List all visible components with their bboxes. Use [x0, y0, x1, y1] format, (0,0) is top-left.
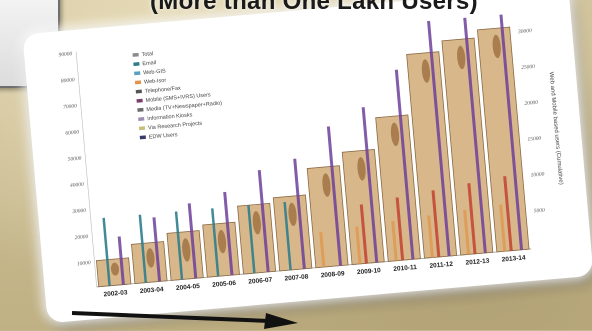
- series-line: [152, 217, 162, 282]
- headline-text: (More than One Lakh Users): [150, 0, 478, 15]
- legend-label: Via Research Projects: [148, 121, 203, 132]
- bar-figure: [288, 202, 297, 227]
- series-line: [257, 169, 270, 273]
- legend-label: Information Kiosks: [147, 112, 193, 122]
- series-line: [467, 183, 477, 254]
- y2-tick-label: 30000: [517, 28, 532, 35]
- x-tick-label: 2003-04: [140, 286, 165, 295]
- series-line: [174, 211, 184, 280]
- bar-chart: 10000 20000 30000 40000 50000 60000 70000 80000…: [58, 14, 564, 298]
- x-tick-label: 2004-05: [176, 283, 201, 292]
- series-line: [427, 215, 434, 258]
- series-line: [427, 20, 451, 257]
- bar-figure: [421, 59, 431, 83]
- y-tick-label: 20000: [74, 234, 88, 241]
- x-tick-label: 2006-07: [248, 277, 273, 286]
- series-line: [431, 190, 441, 258]
- series-line: [210, 208, 220, 277]
- x-tick-label: 2010-11: [393, 264, 417, 273]
- legend-swatch: [134, 71, 141, 76]
- bar-figure: [252, 211, 261, 235]
- series-line: [359, 204, 368, 264]
- legend-label: Web-Isor: [144, 78, 167, 86]
- y2-tick-label: 20000: [524, 100, 538, 107]
- series-line: [463, 209, 471, 255]
- y-tick-label: 10000: [77, 260, 91, 267]
- legend-label: Telephone/Fax: [145, 86, 182, 95]
- legend-label: Total: [141, 51, 153, 58]
- legend-swatch: [132, 52, 139, 57]
- y2-axis-label: Web and Mobile based users (Cumulative): [548, 72, 564, 185]
- series-line: [355, 226, 362, 265]
- series-line: [117, 236, 125, 285]
- legend-swatch: [139, 135, 146, 140]
- bar-figure: [110, 262, 120, 276]
- x-tick-label: 2008-09: [321, 270, 346, 279]
- y2-tick-label: 25000: [521, 64, 535, 71]
- bar-figure: [390, 122, 400, 146]
- bar-figure: [357, 157, 366, 181]
- arrow-icon: [71, 311, 298, 329]
- bar-figure: [182, 238, 191, 262]
- y-axis-line: [75, 51, 97, 287]
- y-tick-label: 50000: [67, 156, 81, 163]
- legend-swatch: [133, 62, 140, 67]
- y-tick-label: 80000: [61, 77, 75, 84]
- series-line: [319, 231, 326, 268]
- y2-tick-label: 10000: [530, 171, 544, 178]
- bar-figure: [457, 45, 466, 70]
- series-line: [395, 197, 405, 261]
- x-tick-label: 2012-13: [465, 258, 490, 267]
- series-line: [187, 203, 198, 279]
- y2-tick-label: 15000: [527, 136, 541, 143]
- legend-label: Email: [142, 60, 156, 67]
- legend-swatch: [137, 107, 144, 112]
- legend-swatch: [135, 89, 142, 94]
- legend-swatch: [138, 117, 145, 122]
- y2-tick-label: 5000: [534, 208, 546, 215]
- x-tick-label: 2009-10: [357, 267, 382, 276]
- series-line: [499, 14, 524, 250]
- y-tick-label: 40000: [70, 181, 85, 189]
- series-line: [394, 69, 415, 260]
- y-tick-label: 30000: [71, 208, 86, 215]
- x-tick-label: 2013-14: [501, 254, 526, 263]
- series-line: [293, 158, 306, 269]
- series-line: [463, 17, 487, 254]
- series-line: [391, 220, 398, 261]
- series-line: [326, 126, 343, 266]
- series-line: [138, 214, 148, 283]
- y-tick-label: 60000: [65, 130, 79, 137]
- series-line: [247, 205, 256, 274]
- series-line: [223, 191, 234, 276]
- series-line: [499, 204, 507, 252]
- legend-swatch: [138, 126, 146, 131]
- y-tick-label: 70000: [63, 103, 77, 110]
- bar-figure: [217, 229, 227, 254]
- x-tick-label: 2007-08: [284, 273, 309, 282]
- x-tick-label: 2011-12: [429, 261, 453, 270]
- x-tick-label: 2002-03: [103, 289, 128, 298]
- legend-swatch: [136, 98, 143, 103]
- bar-figure: [492, 34, 501, 59]
- legend-label: Web-GIS: [143, 68, 166, 76]
- series-line: [503, 176, 513, 251]
- x-axis-line: [96, 248, 532, 288]
- legend-label: EDW Users: [149, 132, 178, 141]
- legend-swatch: [134, 80, 142, 85]
- series-line: [102, 217, 111, 286]
- bar-figure: [322, 173, 331, 197]
- chart-card: 10000 20000 30000 40000 50000 60000 70000 80000…: [22, 0, 592, 324]
- x-tick-label: 2005-06: [212, 280, 237, 289]
- series-line: [361, 107, 379, 263]
- legend-label: Mobile (SMS+IVRS) Users: [145, 92, 211, 104]
- series-line: [283, 201, 292, 271]
- bar-figure: [146, 248, 155, 268]
- y-tick-label: 90000: [58, 51, 72, 58]
